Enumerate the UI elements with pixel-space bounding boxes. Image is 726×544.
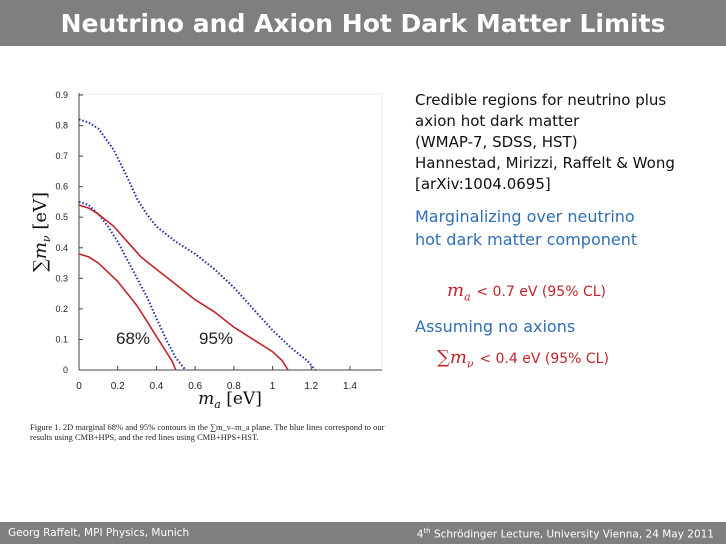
x-axis-label: ma [eV] xyxy=(198,389,262,411)
x-tick-label: 0.4 xyxy=(149,381,163,392)
footer-bar: Georg Raffelt, MPI Physics, Munich 4th S… xyxy=(0,522,726,544)
neutrino-symbol: ∑m xyxy=(437,347,467,368)
axion-symbol: m xyxy=(447,280,465,301)
x-tick-label: 0 xyxy=(76,381,82,392)
neutrino-subscript: ν xyxy=(466,357,474,371)
y-tick-label: 0.1 xyxy=(55,334,68,344)
footer-event-text: Schrödinger Lecture, University Vienna, … xyxy=(430,528,714,541)
info-panel: Credible regions for neutrino plus axion… xyxy=(415,90,720,251)
neutrino-limit-value: < 0.4 eV (95% CL) xyxy=(479,351,609,367)
series-lines xyxy=(78,118,316,371)
annotation-95: 95% xyxy=(199,329,233,348)
x-tick-label: 1.4 xyxy=(343,381,357,392)
info-line-1: Credible regions for neutrino plus xyxy=(415,91,667,109)
contour-line-4 xyxy=(78,253,177,371)
footer-event: 4th Schrödinger Lecture, University Vien… xyxy=(417,527,714,541)
x-tick-label: 1.2 xyxy=(304,381,318,392)
y-tick-label: 0 xyxy=(63,365,68,375)
contour-line-1 xyxy=(78,118,316,371)
info-line-3: (WMAP-7, SDSS, HST) xyxy=(415,133,578,151)
x-tick-label: 0.2 xyxy=(111,381,125,392)
axes xyxy=(78,93,382,371)
x-tick-label: 0.8 xyxy=(227,381,241,392)
assuming-no-axions: Assuming no axions xyxy=(415,317,576,336)
neutrino-limit: ∑mν < 0.4 eV (95% CL) xyxy=(437,347,609,371)
figure-caption: Figure 1. 2D marginal 68% and 95% contou… xyxy=(30,422,385,442)
y-tick-label: 0.5 xyxy=(55,212,68,222)
y-tick-label: 0.3 xyxy=(55,273,68,283)
svg-text:∑mν [eV]: ∑mν [eV] xyxy=(30,192,53,272)
y-tick-label: 0.8 xyxy=(55,121,68,131)
x-tick-label: 1 xyxy=(270,381,276,392)
marginalizing-line-1: Marginalizing over neutrino xyxy=(415,207,635,226)
y-tick-label: 0.2 xyxy=(55,304,68,314)
marginalizing-line-2: hot dark matter component xyxy=(415,230,638,249)
contour-line-3 xyxy=(78,204,289,371)
axion-limit: ma < 0.7 eV (95% CL) xyxy=(447,280,606,304)
y-tick-label: 0.4 xyxy=(55,243,68,253)
title-bar: Neutrino and Axion Hot Dark Matter Limit… xyxy=(0,0,726,46)
info-line-4: Hannestad, Mirizzi, Raffelt & Wong xyxy=(415,154,675,172)
y-tick-label: 0.6 xyxy=(55,182,68,192)
footer-author: Georg Raffelt, MPI Physics, Munich xyxy=(8,527,190,539)
axion-limit-value: < 0.7 eV (95% CL) xyxy=(476,284,606,300)
footer-ordinal: 4 xyxy=(416,528,424,541)
axion-subscript: a xyxy=(464,290,471,304)
x-tick-label: 0.6 xyxy=(188,381,202,392)
y-axis-label: ∑mν [eV] xyxy=(30,192,53,272)
y-tick-label: 0.7 xyxy=(55,151,68,161)
info-line-2: axion hot dark matter xyxy=(415,112,580,130)
y-tick-label: 0.9 xyxy=(55,90,68,100)
info-line-5: [arXiv:1004.0695] xyxy=(415,175,551,193)
annotation-68: 68% xyxy=(116,329,150,348)
slide-title: Neutrino and Axion Hot Dark Matter Limit… xyxy=(60,8,666,38)
tick-labels: 0 0.2 0.4 0.6 0.8 1 1.2 1.4 0 0.1 0.2 0.3 0.4 0.5 0.6 0… xyxy=(55,90,357,392)
footer-ordinal-suffix: th xyxy=(423,527,431,535)
